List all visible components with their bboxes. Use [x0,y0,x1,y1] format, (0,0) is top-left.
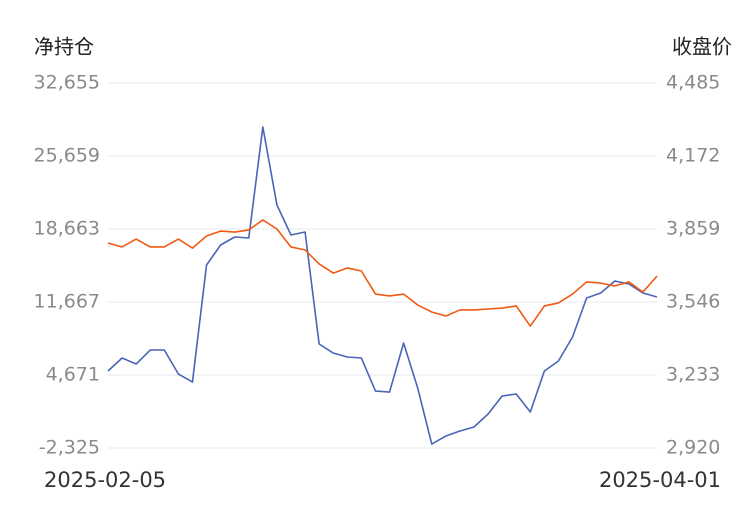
y2-tick-label: 4,485 [666,72,720,94]
y2-tick-label: 3,546 [666,291,720,313]
y-tick-label: 32,655 [34,72,100,94]
x-tick-label: 2025-04-01 [599,468,721,492]
y2-tick-label: 3,859 [666,218,720,240]
series-line [107,126,658,445]
y-axis-title: 净持仓 [34,35,94,59]
y-tick-label: 25,659 [34,145,100,167]
y2-tick-label: 4,172 [666,145,720,167]
y-tick-label: 18,663 [34,218,100,240]
y-tick-label: 4,671 [46,364,100,386]
y-tick-label: 11,667 [34,291,100,313]
y2-tick-label: 3,233 [666,364,720,386]
y2-axis-title: 收盘价 [672,35,732,59]
x-tick-label: 2025-02-05 [44,468,166,492]
y-tick-label: -2,325 [39,437,100,459]
series-line [107,219,658,327]
y2-tick-label: 2,920 [666,437,720,459]
